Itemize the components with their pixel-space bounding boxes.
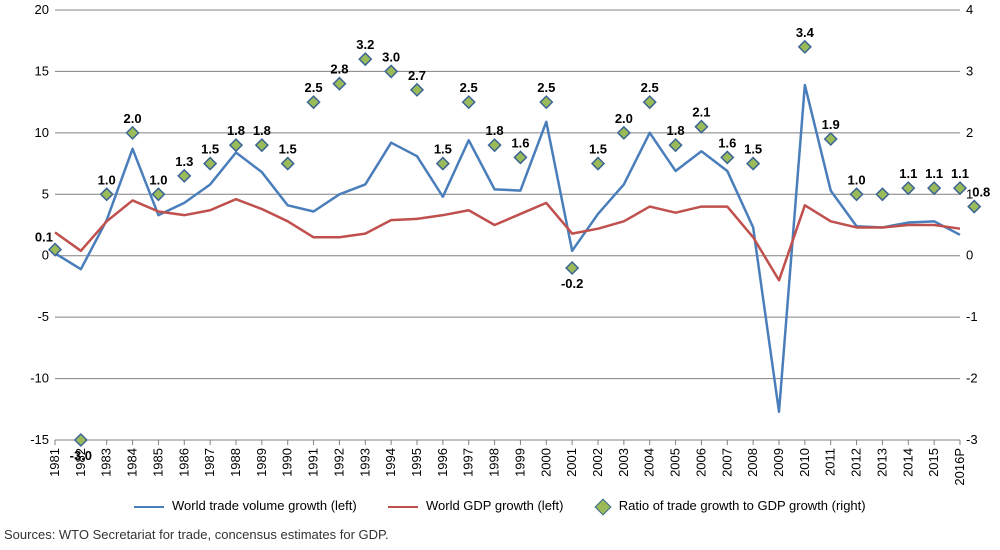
- legend-label: Ratio of trade growth to GDP growth (rig…: [619, 498, 866, 513]
- legend-label: World GDP growth (left): [426, 498, 564, 513]
- legend-swatch-line-gdp: [388, 506, 418, 508]
- svg-text:-1: -1: [966, 309, 978, 324]
- svg-text:2.0: 2.0: [124, 111, 142, 126]
- svg-text:1.9: 1.9: [822, 117, 840, 132]
- svg-text:3.4: 3.4: [796, 25, 815, 40]
- svg-text:-5: -5: [37, 309, 49, 324]
- svg-text:1996: 1996: [435, 448, 450, 477]
- svg-text:-3: -3: [966, 432, 978, 447]
- svg-text:1981: 1981: [47, 448, 62, 477]
- svg-text:2002: 2002: [590, 448, 605, 477]
- svg-text:1.5: 1.5: [589, 142, 607, 157]
- svg-text:1.1: 1.1: [951, 166, 969, 181]
- svg-text:-10: -10: [30, 371, 49, 386]
- svg-text:1993: 1993: [357, 448, 372, 477]
- svg-text:3.0: 3.0: [382, 49, 400, 64]
- svg-text:2016P: 2016P: [952, 448, 967, 486]
- svg-text:1.1: 1.1: [899, 166, 917, 181]
- svg-text:10: 10: [35, 125, 49, 140]
- svg-text:2014: 2014: [900, 448, 915, 477]
- svg-text:5: 5: [42, 186, 49, 201]
- svg-text:2009: 2009: [771, 448, 786, 477]
- svg-text:2.5: 2.5: [305, 80, 323, 95]
- svg-text:-0.2: -0.2: [561, 276, 583, 291]
- svg-text:1984: 1984: [125, 448, 140, 477]
- svg-text:1.5: 1.5: [279, 142, 297, 157]
- svg-text:2001: 2001: [564, 448, 579, 477]
- svg-text:1.5: 1.5: [744, 142, 762, 157]
- svg-text:-2: -2: [966, 371, 978, 386]
- svg-text:15: 15: [35, 63, 49, 78]
- svg-text:3.2: 3.2: [356, 37, 374, 52]
- svg-text:1.0: 1.0: [848, 172, 866, 187]
- svg-text:1994: 1994: [383, 448, 398, 477]
- svg-text:2.5: 2.5: [460, 80, 478, 95]
- svg-text:2.1: 2.1: [692, 105, 710, 120]
- svg-text:1995: 1995: [409, 448, 424, 477]
- svg-text:0.1: 0.1: [35, 230, 53, 245]
- svg-text:2006: 2006: [693, 448, 708, 477]
- svg-text:1.8: 1.8: [227, 123, 245, 138]
- svg-text:4: 4: [966, 2, 973, 17]
- svg-text:2: 2: [966, 125, 973, 140]
- svg-text:0.8: 0.8: [972, 185, 990, 200]
- svg-text:-15: -15: [30, 432, 49, 447]
- svg-text:1.8: 1.8: [253, 123, 271, 138]
- svg-text:1988: 1988: [228, 448, 243, 477]
- svg-text:2003: 2003: [616, 448, 631, 477]
- svg-text:2011: 2011: [823, 448, 838, 476]
- legend-swatch-diamond-ratio: [595, 498, 612, 515]
- trade-gdp-chart: -15-10-505101520-3-2-1012341981198219831…: [0, 0, 1000, 550]
- svg-text:2.0: 2.0: [615, 111, 633, 126]
- chart-card: { "chart": { "type": "line+scatter-dual-…: [0, 0, 1000, 550]
- svg-text:2005: 2005: [668, 448, 683, 477]
- legend-item-trade: World trade volume growth (left): [134, 498, 356, 513]
- svg-text:2.5: 2.5: [641, 80, 659, 95]
- svg-text:2008: 2008: [745, 448, 760, 477]
- svg-text:1.0: 1.0: [149, 172, 167, 187]
- svg-text:20: 20: [35, 2, 49, 17]
- legend-item-ratio: Ratio of trade growth to GDP growth (rig…: [595, 498, 866, 513]
- svg-text:1.3: 1.3: [175, 154, 193, 169]
- svg-text:1985: 1985: [150, 448, 165, 477]
- svg-text:1.6: 1.6: [511, 135, 529, 150]
- legend-swatch-line-trade: [134, 506, 164, 508]
- svg-text:1.8: 1.8: [667, 123, 685, 138]
- svg-text:1.1: 1.1: [925, 166, 943, 181]
- svg-text:2010: 2010: [797, 448, 812, 477]
- svg-text:1.6: 1.6: [718, 135, 736, 150]
- svg-text:1999: 1999: [512, 448, 527, 477]
- svg-text:1992: 1992: [331, 448, 346, 477]
- svg-text:2.7: 2.7: [408, 68, 426, 83]
- svg-text:3: 3: [966, 63, 973, 78]
- svg-text:2000: 2000: [538, 448, 553, 477]
- svg-text:1987: 1987: [202, 448, 217, 477]
- chart-legend: World trade volume growth (left) World G…: [0, 497, 1000, 513]
- svg-text:1.5: 1.5: [434, 142, 452, 157]
- svg-text:2007: 2007: [719, 448, 734, 477]
- svg-text:1.5: 1.5: [201, 142, 219, 157]
- svg-text:-3.0: -3.0: [70, 448, 92, 463]
- svg-text:1990: 1990: [280, 448, 295, 477]
- svg-text:1.8: 1.8: [486, 123, 504, 138]
- chart-footnote: Sources: WTO Secretariat for trade, conc…: [4, 527, 389, 542]
- svg-text:1.0: 1.0: [98, 172, 116, 187]
- svg-text:2015: 2015: [926, 448, 941, 477]
- svg-text:2013: 2013: [874, 448, 889, 477]
- svg-text:1986: 1986: [176, 448, 191, 477]
- svg-text:0: 0: [966, 248, 973, 263]
- svg-text:1989: 1989: [254, 448, 269, 477]
- svg-text:1997: 1997: [461, 448, 476, 477]
- svg-text:0: 0: [42, 248, 49, 263]
- svg-text:2.5: 2.5: [537, 80, 555, 95]
- svg-text:1983: 1983: [99, 448, 114, 477]
- svg-text:2004: 2004: [642, 448, 657, 477]
- svg-text:1991: 1991: [306, 448, 321, 477]
- svg-text:2.8: 2.8: [330, 62, 348, 77]
- svg-text:1998: 1998: [487, 448, 502, 477]
- svg-text:2012: 2012: [849, 448, 864, 477]
- legend-item-gdp: World GDP growth (left): [388, 498, 563, 513]
- legend-label: World trade volume growth (left): [172, 498, 357, 513]
